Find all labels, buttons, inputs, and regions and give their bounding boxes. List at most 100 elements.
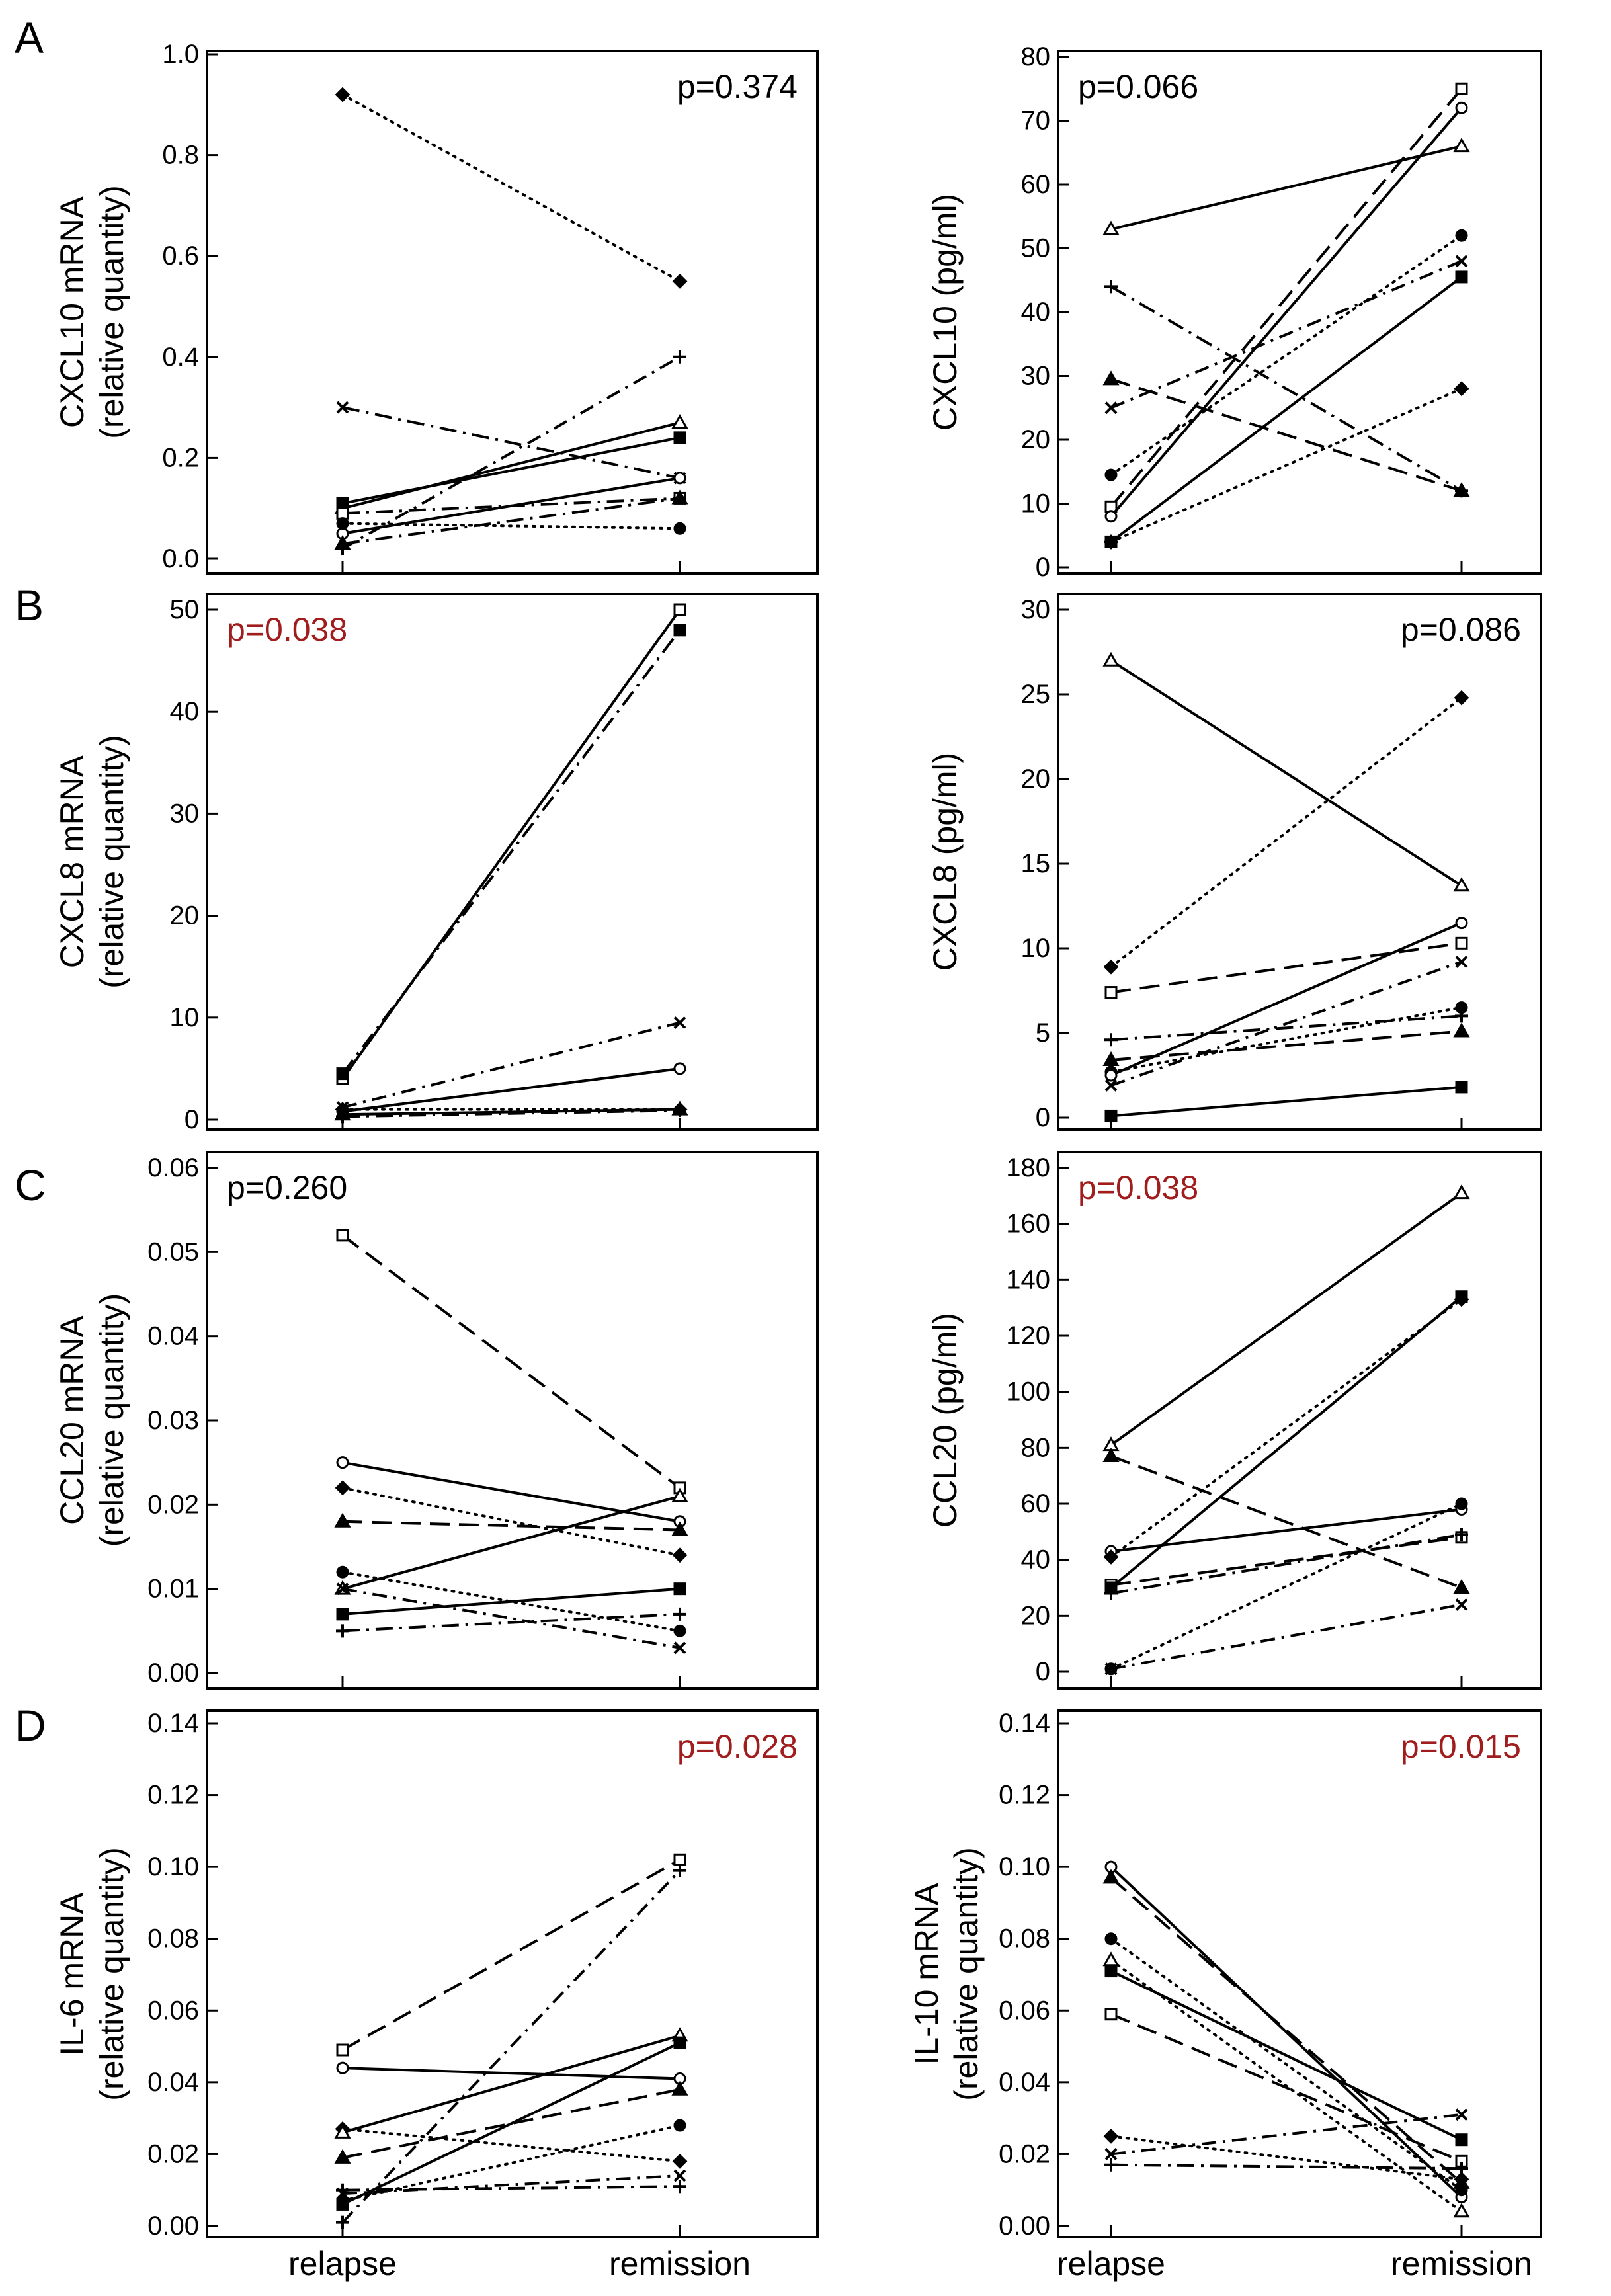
data-point	[672, 1547, 688, 1563]
series-line	[342, 497, 681, 515]
p-value: p=0.374	[677, 68, 798, 105]
x-category-label: remission	[609, 2245, 751, 2282]
y-tick-label: 40	[1021, 298, 1051, 327]
y-tick-label: 60	[1021, 1489, 1051, 1518]
plot-frame	[1057, 1709, 1542, 2238]
data-point	[1104, 468, 1118, 481]
data-point	[1455, 2162, 1468, 2176]
y-axis-label: IL-6 mRNA(relative quantity)	[54, 1847, 130, 2101]
series-x-cross	[1104, 2108, 1468, 2160]
p-value: p=0.028	[677, 1728, 798, 1765]
series-line	[1110, 1030, 1462, 1061]
series-line	[342, 1021, 681, 1109]
data-point	[1102, 1448, 1120, 1463]
series-line	[1110, 1866, 1463, 2199]
data-point	[1104, 1109, 1118, 1122]
series-line	[1110, 1937, 1463, 2192]
data-point	[336, 1624, 349, 1638]
x-category-label: relapse	[1057, 2245, 1165, 2282]
y-axis-label-line: (relative quantity)	[93, 735, 130, 989]
y-axis-label: IL-10 mRNA(relative quantity)	[908, 1847, 985, 2101]
series-filled-circle	[336, 1565, 686, 1637]
series-line	[1110, 696, 1463, 969]
series-open-triangle	[334, 1487, 688, 1595]
data-point	[673, 1853, 686, 1866]
chart-panel: 0.00 0.02 0.04 0.06 0.08 0.10 0.12 0.14 IL-10 mR…	[908, 1709, 1542, 2240]
plot-frame	[1057, 593, 1542, 1131]
data-point	[1455, 255, 1468, 268]
data-point	[1453, 2203, 1470, 2218]
series-line	[1110, 1192, 1463, 1446]
data-point	[1454, 381, 1469, 397]
p-value: p=0.038	[227, 611, 347, 648]
y-tick-label: 0.00	[147, 2211, 199, 2240]
data-point	[1104, 1079, 1118, 1092]
data-point	[1455, 101, 1468, 114]
y-tick-label: 0.12	[999, 1781, 1050, 1810]
series-line	[1110, 942, 1462, 994]
y-axis-label: CXCL8 (pg/ml)	[927, 753, 964, 971]
series-open-circle	[1104, 917, 1468, 1082]
y-tick-label: 40	[170, 697, 200, 726]
data-point	[1455, 917, 1468, 930]
data-point	[1453, 1184, 1470, 1200]
y-axis-label-line: CCL20 mRNA	[54, 1315, 91, 1524]
y-tick-label: 0.01	[147, 1575, 199, 1604]
series-open-circle	[1104, 1860, 1468, 2204]
data-point	[336, 401, 349, 414]
data-point	[1455, 936, 1468, 950]
series-filled-triangle	[1102, 1022, 1470, 1066]
series-line	[1110, 259, 1462, 409]
y-tick-label: 40	[1021, 1545, 1051, 1575]
series-line	[341, 93, 681, 283]
series-line	[342, 421, 681, 510]
data-point	[673, 624, 686, 637]
series-line	[342, 1495, 681, 1590]
series-filled-triangle	[334, 1512, 688, 1536]
data-point	[1455, 229, 1468, 242]
series-line	[1110, 145, 1462, 231]
series-filled-diamond	[1103, 381, 1469, 550]
data-point	[1104, 535, 1118, 548]
series-filled-square	[1104, 270, 1468, 548]
data-point	[1104, 280, 1118, 294]
y-tick-label: 1.0	[162, 40, 199, 69]
data-point	[673, 2169, 686, 2182]
series-filled-triangle	[334, 489, 688, 550]
series-plus	[336, 1104, 686, 1124]
data-point	[1102, 1051, 1120, 1066]
series-line	[342, 497, 681, 546]
data-point	[336, 1582, 349, 1596]
y-axis-label: CCL20 mRNA(relative quantity)	[54, 1293, 130, 1547]
series-line	[1110, 960, 1462, 1087]
series-x-cross	[1104, 255, 1468, 415]
data-point	[1103, 1549, 1119, 1565]
data-point	[1104, 2008, 1118, 2021]
series-filled-circle	[336, 517, 686, 535]
data-point	[335, 87, 351, 102]
series-plus	[336, 350, 686, 555]
series-plus	[1104, 1528, 1468, 1600]
data-point	[673, 1607, 686, 1621]
y-tick-label: 0.8	[162, 141, 199, 170]
data-point	[1104, 2158, 1118, 2172]
y-tick-label: 15	[1021, 849, 1051, 878]
series-line	[1110, 1969, 1462, 2141]
y-tick-label: 25	[1021, 680, 1051, 709]
y-tick-label: 20	[1021, 764, 1051, 794]
data-point	[671, 1487, 688, 1502]
series-line	[341, 2127, 681, 2163]
data-point	[1103, 959, 1119, 975]
series-line	[1110, 285, 1463, 492]
data-point	[1453, 1022, 1470, 1038]
y-tick-label: 0.10	[147, 1852, 199, 1881]
series-filled-diamond	[335, 87, 688, 289]
data-point	[1453, 138, 1470, 153]
series-line	[341, 1571, 681, 1633]
y-tick-label: 0.14	[147, 1709, 199, 1738]
series-line	[1110, 1295, 1463, 1589]
series-filled-diamond	[335, 2121, 688, 2169]
series-open-square	[336, 1229, 686, 1495]
series-line	[342, 2034, 681, 2134]
